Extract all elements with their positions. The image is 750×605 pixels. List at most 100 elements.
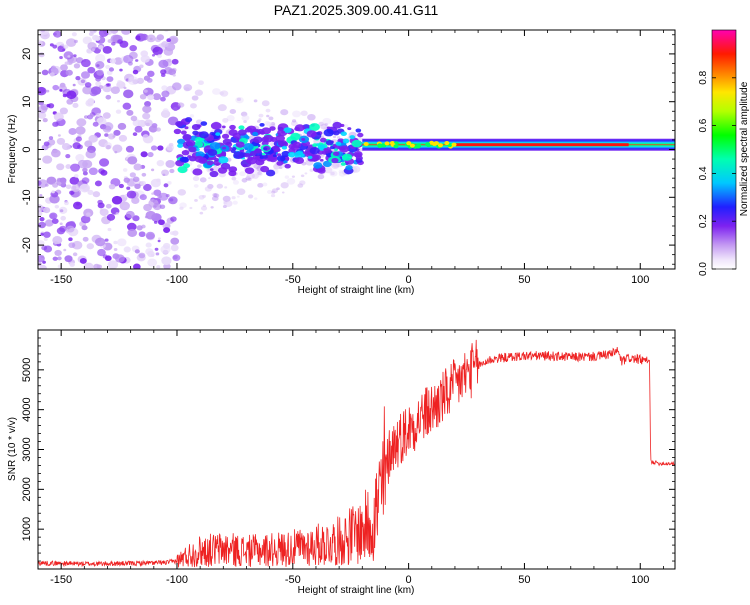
spectrogram-noise-blob bbox=[87, 42, 97, 50]
spectrogram-noise-blob bbox=[59, 222, 63, 225]
spectrogram-noise-blob bbox=[123, 177, 131, 183]
snr-ytick-label: 2000 bbox=[21, 477, 33, 501]
spectrogram-noise-blob bbox=[95, 76, 102, 82]
spectrogram-scatter-blob bbox=[194, 155, 205, 163]
spectrogram-noise-blob bbox=[38, 101, 44, 106]
spectrogram-noise-blob bbox=[166, 38, 172, 43]
spectrogram-noise-blob bbox=[76, 118, 87, 127]
spectrogram-noise-blob bbox=[113, 57, 123, 65]
spectrogram-noise-blob bbox=[104, 238, 109, 242]
spectrogram-noise-blob bbox=[38, 255, 45, 263]
spectrogram-noise-blob bbox=[107, 227, 112, 232]
spectrogram-noise-blob bbox=[68, 242, 76, 249]
spectrogram-noise-blob bbox=[106, 70, 113, 76]
spectrogram-noise-blob bbox=[50, 65, 61, 75]
spectrogram-noise-blob bbox=[144, 119, 153, 127]
spectrogram-noise-blob bbox=[72, 83, 76, 87]
spectrogram-ytick-label: -20 bbox=[21, 237, 33, 253]
spectrogram-noise-blob bbox=[135, 59, 139, 62]
spectrogram-noise-blob bbox=[172, 73, 176, 77]
spectrogram-scatter-blob bbox=[191, 124, 201, 131]
spectrogram-halo-blob bbox=[318, 121, 325, 126]
spectrogram-noise-blob bbox=[111, 41, 116, 46]
spectrogram-carrier-spot bbox=[393, 144, 399, 149]
spectrogram-noise-blob bbox=[69, 190, 75, 195]
spectrogram-noise-blob bbox=[106, 213, 116, 221]
spectrogram-scatter-blob bbox=[260, 165, 270, 173]
spectrogram-noise-blob bbox=[118, 183, 124, 189]
spectrogram-scatter-blob bbox=[342, 138, 350, 144]
spectrogram-noise-blob bbox=[170, 216, 177, 222]
colorbar-gradient bbox=[712, 30, 736, 269]
spectrogram-noise-blob bbox=[152, 202, 162, 211]
spectrogram-carrier-spot bbox=[451, 142, 457, 147]
spectrogram-noise-blob bbox=[51, 218, 59, 224]
spectrogram-noise-blob bbox=[143, 75, 151, 81]
spectrogram-noise-blob bbox=[66, 225, 75, 233]
snr-marks bbox=[38, 339, 675, 568]
spectrogram-halo-blob bbox=[266, 114, 270, 118]
spectrogram-halo-blob bbox=[286, 178, 296, 185]
spectrogram-noise-blob bbox=[62, 93, 67, 98]
spectrogram-halo-blob bbox=[270, 193, 276, 198]
spectrogram-noise-blob bbox=[115, 109, 122, 114]
spectrogram-halo-blob bbox=[320, 123, 328, 130]
spectrogram-scatter-blob bbox=[323, 128, 335, 137]
spectrogram-noise-blob bbox=[139, 64, 144, 69]
spectrogram-carrier-spot bbox=[377, 144, 383, 149]
spectrogram-noise-blob bbox=[96, 69, 104, 76]
spectrogram-noise-blob bbox=[157, 54, 162, 59]
spectrogram-carrier-spot bbox=[384, 141, 390, 146]
snr-ticks: -150 -100 -50 0 50 100 1000 2000 3000 4000 5000 bbox=[21, 330, 675, 586]
spectrogram-noise-blob bbox=[157, 145, 164, 151]
spectrogram-noise-blob bbox=[98, 30, 109, 37]
spectrogram-scatter-blob bbox=[243, 143, 254, 151]
spectrogram-scatter-blob bbox=[340, 123, 345, 128]
spectrogram-noise-blob bbox=[167, 58, 172, 63]
spectrogram-halo-blob bbox=[189, 206, 193, 210]
spectrogram-noise-blob bbox=[65, 38, 77, 47]
spectrogram-noise-blob bbox=[56, 227, 66, 235]
spectrogram-noise-blob bbox=[99, 208, 109, 216]
spectrogram-noise-blob bbox=[164, 30, 169, 33]
spectrogram-noise-blob bbox=[68, 237, 73, 242]
spectrogram-carrier-spot bbox=[437, 143, 443, 148]
spectrogram-noise-blob bbox=[52, 235, 63, 245]
spectrogram-scatter-blob bbox=[182, 133, 192, 141]
spectrogram-noise-blob bbox=[59, 107, 69, 115]
spectrogram-noise-blob bbox=[127, 156, 138, 165]
spectrogram-halo-blob bbox=[264, 121, 271, 126]
spectrogram-halo-blob bbox=[307, 113, 316, 121]
spectrogram-scatter-blob bbox=[340, 131, 347, 137]
spectrogram-scatter-blob bbox=[263, 147, 268, 151]
spectrogram-noise-blob bbox=[161, 41, 169, 48]
spectrogram-scatter-blob bbox=[312, 143, 318, 148]
spectrogram-scatter-blob bbox=[200, 121, 208, 126]
figure-title: PAZ1.2025.309.00.41.G11 bbox=[274, 2, 439, 18]
spectrogram-scatter-blob bbox=[281, 130, 285, 134]
spectrogram-halo-blob bbox=[304, 172, 308, 175]
spectrogram-noise-blob bbox=[155, 252, 160, 256]
spectrogram-noise-blob bbox=[150, 145, 158, 151]
spectrogram-noise-blob bbox=[52, 44, 58, 49]
spectrogram-scatter-blob bbox=[277, 140, 286, 147]
spectrogram-noise-blob bbox=[129, 172, 136, 178]
spectrogram-scatter-blob bbox=[345, 164, 353, 171]
spectrogram-halo-blob bbox=[197, 164, 202, 168]
spectrogram-xtick-label: -50 bbox=[285, 274, 301, 286]
spectrogram-noise-blob bbox=[44, 183, 49, 187]
spectrogram-noise-blob bbox=[160, 69, 167, 75]
spectrogram-scatter-blob bbox=[222, 146, 227, 150]
spectrogram-noise-blob bbox=[157, 237, 161, 240]
spectrogram-noise-blob bbox=[145, 231, 155, 240]
spectrogram-noise-blob bbox=[82, 236, 89, 242]
spectrogram-noise-blob bbox=[59, 209, 64, 213]
spectrogram-noise-blob bbox=[130, 115, 138, 122]
spectrogram-scatter-blob bbox=[306, 130, 317, 138]
spectrogram-scatter-blob bbox=[213, 157, 219, 162]
spectrogram-scatter-blob bbox=[292, 141, 302, 149]
spectrogram-noise-blob bbox=[80, 71, 90, 79]
spectrogram-halo-blob bbox=[226, 115, 235, 122]
spectrogram-halo-blob bbox=[240, 111, 248, 117]
